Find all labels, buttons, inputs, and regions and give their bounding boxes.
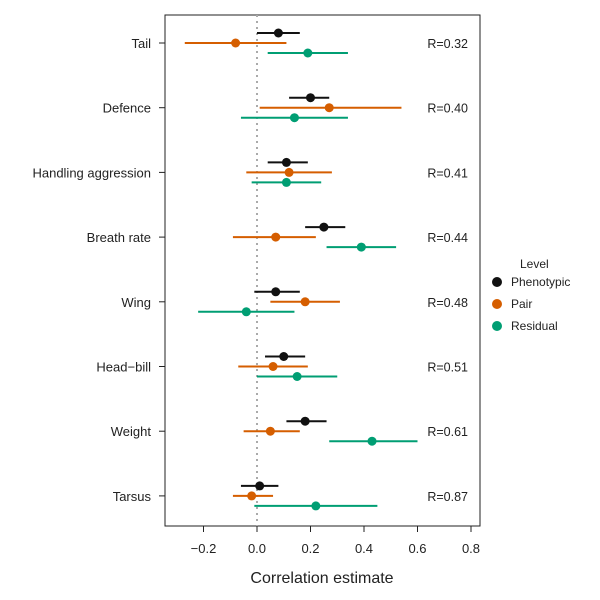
pair-estimate-point — [300, 297, 310, 307]
trait-row: Tail R=0.32 — [131, 28, 468, 58]
legend-swatch — [492, 277, 502, 287]
trait-label: Weight — [111, 424, 152, 439]
pair-estimate-point — [231, 38, 241, 48]
repeatability-label: R=0.51 — [427, 361, 468, 375]
pair-estimate-point — [265, 426, 275, 436]
phenotypic-estimate-point — [306, 93, 315, 103]
phenotypic-estimate-point — [273, 28, 283, 38]
trait-row: Weight R=0.61 — [111, 416, 468, 446]
repeatability-label: R=0.32 — [427, 37, 468, 51]
trait-label: Head−bill — [96, 360, 151, 375]
repeatability-label: R=0.61 — [427, 425, 468, 439]
x-tick-label: 0.8 — [462, 541, 480, 556]
legend-swatch — [492, 299, 502, 309]
legend-entry-label: Pair — [511, 297, 532, 311]
residual-estimate-point — [281, 177, 291, 187]
pair-estimate-point — [271, 232, 281, 242]
trait-row: Tarsus R=0.87 — [113, 481, 468, 511]
phenotypic-estimate-point — [279, 352, 289, 361]
residual-estimate-point — [356, 242, 366, 252]
trait-rows: Tail R=0.32 Defence R=0.40 Handling aggressi… — [32, 28, 468, 511]
trait-label: Tail — [131, 36, 151, 51]
repeatability-label: R=0.41 — [427, 166, 468, 180]
legend: Level Phenotypic Pair Residual — [492, 257, 570, 333]
repeatability-label: R=0.40 — [427, 102, 468, 116]
repeatability-label: R=0.44 — [427, 231, 468, 245]
x-axis-title: Correlation estimate — [250, 570, 393, 587]
pair-estimate-point — [284, 167, 294, 177]
legend-title: Level — [520, 257, 549, 271]
trait-label: Handling aggression — [32, 165, 151, 180]
repeatability-label: R=0.87 — [427, 490, 468, 504]
x-axis: −0.2 0.0 0.2 0.4 0.6 0.8 — [191, 526, 480, 556]
phenotypic-estimate-point — [255, 481, 265, 491]
pair-estimate-point — [247, 491, 257, 501]
repeatability-label: R=0.48 — [427, 296, 468, 310]
residual-estimate-point — [289, 113, 299, 123]
pair-estimate-point — [324, 103, 334, 113]
x-tick-label: 0.4 — [355, 541, 373, 556]
trait-label: Defence — [103, 101, 151, 116]
pair-estimate-point — [268, 362, 278, 371]
trait-row: Head−bill R=0.51 — [96, 352, 468, 381]
trait-row: Handling aggression R=0.41 — [32, 157, 468, 187]
residual-estimate-point — [292, 372, 302, 381]
plot-frame — [164, 14, 481, 527]
legend-swatch — [492, 321, 502, 331]
legend-entry-label: Residual — [511, 319, 558, 333]
legend-entry-label: Phenotypic — [511, 275, 570, 289]
residual-estimate-point — [241, 307, 251, 317]
phenotypic-estimate-point — [319, 222, 329, 232]
residual-estimate-point — [311, 501, 321, 511]
x-tick-label: −0.2 — [191, 541, 217, 556]
residual-estimate-point — [303, 48, 313, 58]
trait-row: Defence R=0.40 — [103, 93, 468, 123]
x-tick-label: 0.0 — [248, 541, 266, 556]
trait-row: Breath rate R=0.44 — [87, 222, 468, 252]
phenotypic-estimate-point — [300, 416, 310, 426]
trait-label: Wing — [121, 295, 151, 310]
residual-estimate-point — [367, 436, 377, 446]
trait-label: Tarsus — [113, 489, 152, 504]
x-tick-label: 0.6 — [408, 541, 426, 556]
x-tick-label: 0.2 — [301, 541, 319, 556]
trait-label: Breath rate — [87, 230, 151, 245]
phenotypic-estimate-point — [281, 157, 291, 167]
trait-row: Wing R=0.48 — [121, 287, 468, 317]
phenotypic-estimate-point — [271, 287, 281, 297]
